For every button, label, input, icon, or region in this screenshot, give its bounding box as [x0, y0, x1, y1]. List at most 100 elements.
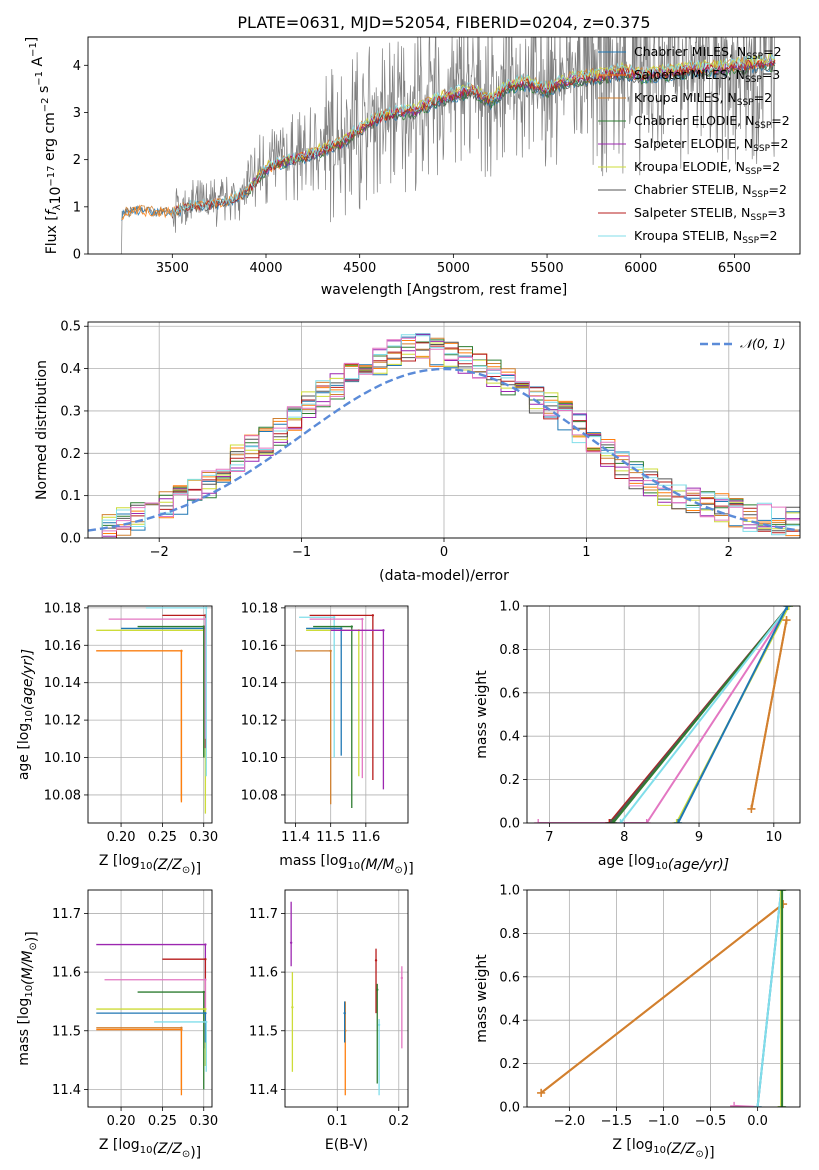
legend-text-part: =2	[770, 136, 788, 151]
x-axis-label-part: (Z/Z	[152, 857, 182, 873]
x-tick-label: 0.30	[189, 1114, 218, 1129]
x-axis-label-part: Z [log	[99, 1137, 140, 1153]
mass-weight-marker-kroupa_stelib	[616, 819, 625, 823]
legend-text-part: Chabrier STELIB, N	[634, 182, 752, 197]
mass-weight-marker-chabrier_elodie	[778, 1103, 787, 1107]
y-tick-label: 0.0	[499, 817, 520, 832]
mass-weight-marker-kroupa_stelib	[753, 1103, 762, 1107]
y-tick-label: 0.0	[60, 532, 81, 547]
x-axis-label-part: ⊙	[182, 865, 190, 876]
model-spectrum-kroupa_stelib	[171, 53, 776, 217]
mass-weight-line-chabrier_miles	[677, 606, 789, 823]
y-tick-label: 10.14	[241, 676, 278, 691]
axes-frame	[284, 605, 409, 824]
legend-entry-salpeter_elodie: Salpeter ELODIE, NSSP=2	[634, 136, 788, 154]
x-axis-label-part: mass [log	[279, 853, 347, 869]
x-tick-label: 2	[725, 545, 733, 560]
mass-weight-marker-kroupa_miles	[782, 616, 791, 625]
y-axis-label: mass weight	[474, 954, 490, 1043]
y-axis-label-part: (M/M	[20, 951, 36, 985]
y-axis-label-part: f	[44, 208, 60, 215]
data-point-salpeter_elodie	[204, 943, 207, 946]
data-point-pink	[400, 976, 404, 980]
plot-area	[534, 606, 793, 823]
axes-frame	[87, 889, 213, 1108]
x-tick-label: 1	[582, 545, 590, 560]
legend-entry-kroupa_elodie: Kroupa ELODIE, NSSP=2	[634, 159, 780, 177]
x-axis-label-part: )]	[190, 1145, 201, 1161]
y-tick-label: 2	[73, 153, 81, 168]
x-axis-label-part: (M/M	[360, 857, 394, 873]
data-point-pink	[361, 617, 364, 621]
mass-weight-line-pink	[538, 606, 790, 823]
x-axis-label-part: ⊙	[394, 865, 402, 876]
x-tick-label: 10	[766, 830, 783, 845]
y-tick-label: 0.6	[499, 970, 520, 985]
gaussian-reference-line	[88, 367, 800, 532]
y-tick-label: 11.7	[249, 907, 278, 922]
panel-spectrum: 3500 4000 4500 5000 5500 6000 6500 0 1 2 3 4 Chabrie…	[24, 36, 801, 298]
y-axis-label-part: −1	[28, 42, 39, 57]
x-tick-label: −0.5	[695, 1114, 727, 1129]
data-point-chabrier_miles	[343, 1011, 346, 1015]
x-axis-label-part: Z [log	[99, 853, 140, 869]
mass-weight-marker-salpeter_stelib	[605, 819, 614, 823]
plot-area	[289, 901, 404, 1096]
y-tick-label: 0.2	[499, 773, 520, 788]
mass-weight-line-kroupa_stelib	[619, 606, 790, 823]
legend-text-part: =2	[759, 228, 777, 243]
x-axis-label: wavelength [Angstrom, rest frame]	[321, 282, 567, 298]
y-axis-label-part: −1	[34, 71, 45, 86]
x-axis-label: mass [log10(M/M⊙)]	[279, 853, 413, 877]
legend-text-part: Chabrier ELODIE, N	[634, 113, 754, 128]
y-tick-label: 0.2	[60, 447, 81, 462]
mass-weight-marker-chabrier_elodie	[778, 890, 787, 894]
x-tick-label: −1.5	[601, 1114, 633, 1129]
legend-text-part: Chabrier MILES, N	[634, 44, 746, 59]
legend-text-part: SSP	[750, 213, 767, 223]
y-axis-label-part: mass [log	[16, 998, 32, 1066]
legend-entry-chabrier_stelib: Chabrier STELIB, NSSP=2	[634, 182, 787, 200]
mass-weight-marker-pink	[642, 819, 651, 823]
plot-area	[88, 333, 800, 538]
data-point-salpeter_stelib	[371, 614, 375, 617]
y-tick-label: 10.10	[241, 751, 278, 766]
x-axis-label: E(B-V)	[325, 1137, 368, 1153]
legend-text-part: SSP	[742, 236, 759, 246]
y-tick-label: 0.5	[60, 320, 81, 335]
data-point-salpeter_stelib	[204, 958, 207, 961]
y-tick-label: 10.18	[241, 601, 278, 616]
y-tick-label: 10.12	[241, 714, 278, 729]
x-tick-label: 5000	[437, 261, 470, 276]
data-point-salpeter_elodie	[289, 941, 293, 944]
y-tick-label: 10.16	[241, 639, 278, 654]
mass-weight-marker-pink	[534, 819, 543, 823]
data-point-salpeter_miles	[180, 1028, 183, 1031]
x-tick-label: 8	[620, 830, 628, 845]
model-spectrum-salpeter_stelib	[171, 59, 776, 218]
y-tick-label: 1.0	[499, 884, 520, 899]
x-axis-label-part: 10	[140, 1145, 153, 1156]
y-tick-label: 0.2	[499, 1057, 520, 1072]
plot-area	[537, 890, 788, 1107]
x-tick-label: −2.0	[554, 1114, 586, 1129]
x-tick-label: 4500	[343, 261, 376, 276]
x-axis-label-part: 10	[655, 861, 668, 872]
y-tick-label: 11.4	[249, 1083, 278, 1098]
x-axis-label: age [log10(age/yr)]	[598, 853, 729, 873]
y-axis-label-part: ]	[24, 37, 40, 42]
plot-area	[96, 943, 208, 1096]
y-tick-label: 10.18	[44, 601, 81, 616]
x-axis-label-part: age [log	[598, 853, 655, 869]
histogram-pink	[88, 337, 800, 538]
mass-weight-line-kroupa_miles	[540, 903, 784, 1094]
axes-frame	[526, 605, 801, 824]
x-tick-label: 0	[440, 545, 448, 560]
x-axis-label-part: ⊙	[182, 1149, 190, 1160]
data-point-salpeter_miles	[180, 649, 183, 653]
y-axis-label-part: (age/yr)]	[20, 649, 36, 710]
plot-area	[96, 606, 208, 814]
